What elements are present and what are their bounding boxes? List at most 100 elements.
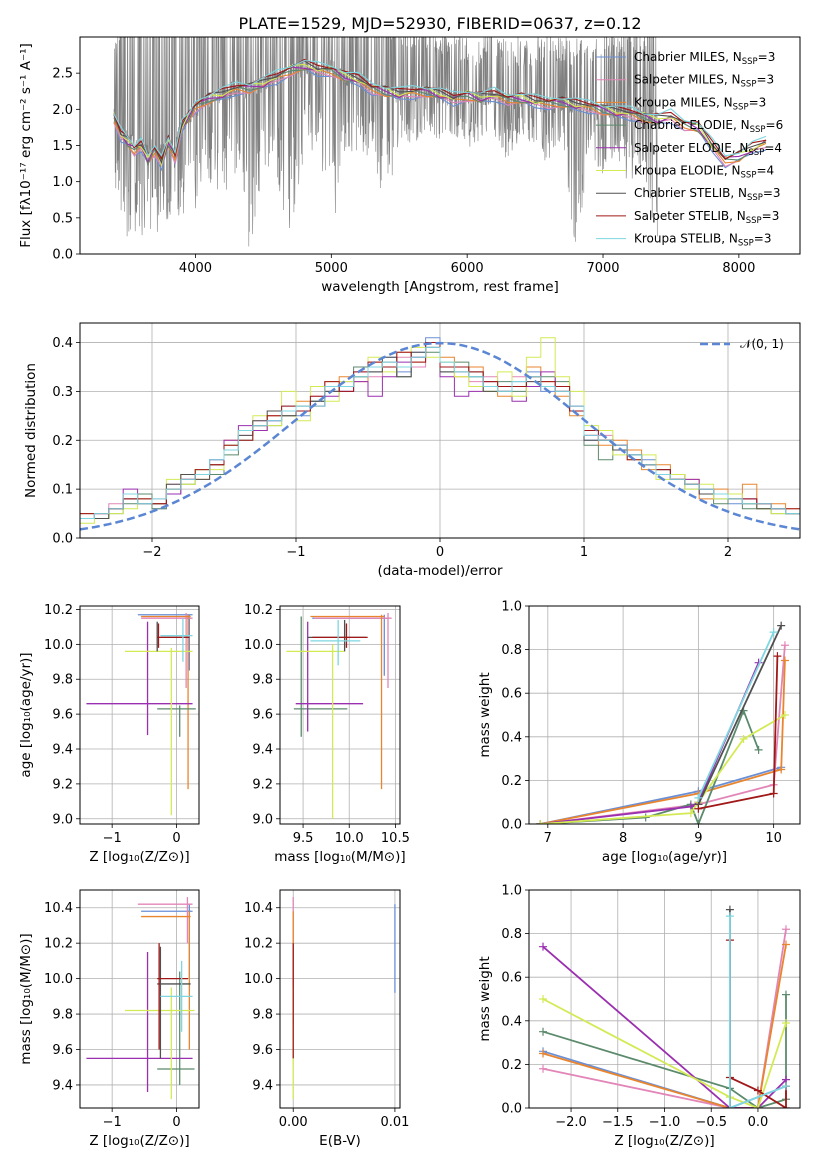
y-tick-label: 9.4 <box>252 743 273 758</box>
weight-line <box>697 625 783 805</box>
y-tick-label: 10.0 <box>44 638 73 653</box>
x-tick-label: 1 <box>580 545 588 560</box>
y-tick-label: 9.8 <box>252 673 273 688</box>
errorbar-point <box>125 647 193 816</box>
errorbar-point <box>160 618 193 662</box>
weight-marker <box>781 1082 790 1091</box>
axes-frame <box>528 889 801 1109</box>
errorbar-point <box>307 619 366 652</box>
y-axis-label: mass weight <box>477 672 493 757</box>
errorbar-point <box>312 623 368 648</box>
z-mass-plot <box>86 897 195 1100</box>
weight-marker <box>781 1018 790 1027</box>
chart-title: PLATE=1529, MJD=52930, FIBERID=0637, z=0… <box>238 14 641 33</box>
weight-marker <box>694 804 703 813</box>
x-tick-label: 0.00 <box>279 1115 308 1130</box>
x-tick-label: −1.0 <box>649 1115 681 1130</box>
errorbar-point <box>141 911 191 1050</box>
errorbar-point <box>157 623 190 648</box>
ebv-mass-plot <box>292 897 396 1100</box>
x-axis-label: mass [log₁₀(M/M⊙)] <box>274 849 405 865</box>
weight-marker <box>539 1049 548 1058</box>
errorbar-point <box>141 612 193 688</box>
y-tick-label: 1.5 <box>52 139 73 154</box>
errorbar-point <box>137 897 193 944</box>
y-axis-label: mass [log₁₀(M/M⊙)] <box>18 933 34 1064</box>
y-tick-label: 0.5 <box>52 211 73 226</box>
y-axis-label: age [log₁₀(age/yr)] <box>18 652 34 777</box>
weight-marker <box>539 942 548 951</box>
y-axis-label: Normed distribution <box>23 363 39 498</box>
errorbar-point <box>86 952 193 1093</box>
y-tick-label: 9.0 <box>52 812 73 827</box>
errorbar-point <box>141 904 193 979</box>
axes-frame <box>79 605 200 825</box>
y-tick-label: 9.4 <box>52 1078 73 1093</box>
weight-marker <box>769 628 778 637</box>
spectrum-plot <box>113 37 767 247</box>
errorbar-point <box>141 614 191 790</box>
y-axis-label: mass weight <box>477 956 493 1041</box>
weight-line <box>729 916 787 1108</box>
residuals-plot <box>80 337 800 531</box>
y-tick-label: 10.0 <box>244 972 273 987</box>
x-tick-label: 7000 <box>586 261 619 276</box>
axes-frame <box>79 889 200 1109</box>
axes-frame <box>79 36 801 255</box>
weight-marker <box>773 652 782 661</box>
y-tick-label: 10.4 <box>44 901 73 916</box>
histogram-step <box>80 346 800 519</box>
weight-line <box>542 994 787 1108</box>
ebv-mass-axes: 0.00 0.01 9.4 9.6 9.8 10.0 10.2 10.4 E(B-V) <box>244 890 409 1149</box>
legend-entry: Kroupa MILES, NSSP=3 <box>634 95 766 112</box>
errorbar-point <box>310 614 385 790</box>
data-spectrum-line <box>113 37 658 247</box>
z-weight-axes: −2.0 −1.5 −1.0 −0.5 0.0 0.0 0.2 0.4 0.6 0.8 1.0 Z [… <box>477 884 800 1149</box>
errorbar-point <box>314 612 392 688</box>
weight-line <box>540 714 786 824</box>
x-tick-label: −2 <box>142 545 161 560</box>
legend-entry: Chabrier STELIB, NSSP=3 <box>634 186 781 203</box>
x-axis-label: wavelength [Angstrom, rest frame] <box>321 279 559 295</box>
errorbar-point <box>86 621 193 736</box>
x-tick-label: 8000 <box>722 261 755 276</box>
legend-entry: Salpeter STELIB, NSSP=3 <box>634 209 779 226</box>
y-tick-label: 9.8 <box>52 673 73 688</box>
weight-marker <box>753 1104 762 1108</box>
y-tick-label: 0.8 <box>501 927 522 942</box>
y-tick-label: 9.4 <box>252 1078 273 1093</box>
x-tick-label: −1.5 <box>602 1115 634 1130</box>
y-tick-label: 10.2 <box>244 603 273 618</box>
z-mass-axes: −1 0 9.4 9.6 9.8 10.0 10.2 10.4 Z [log₁₀(Z/Z⊙)] m… <box>18 890 199 1149</box>
x-tick-label: 0.0 <box>748 1115 769 1130</box>
weight-marker <box>780 641 789 650</box>
x-axis-label: Z [log₁₀(Z/Z⊙)] <box>89 1133 189 1149</box>
weight-marker <box>739 734 748 743</box>
errorbar-point <box>160 960 193 1032</box>
x-tick-label: −1 <box>103 1115 122 1130</box>
legend-entry: Chabrier ELODIE, NSSP=6 <box>634 118 783 135</box>
legend-entry: Salpeter ELODIE, NSSP=4 <box>634 141 782 158</box>
weight-line <box>542 944 787 1108</box>
y-tick-label: 0.6 <box>501 971 522 986</box>
weight-marker <box>539 995 548 1003</box>
legend-entry: Kroupa STELIB, NSSP=3 <box>634 232 772 249</box>
x-tick-label: 10.5 <box>381 831 410 846</box>
y-tick-label: 9.6 <box>252 1043 273 1058</box>
errorbar-point <box>310 619 361 666</box>
x-tick-label: −2.0 <box>555 1115 587 1130</box>
x-tick-label: −0.5 <box>695 1115 727 1130</box>
age-weight-plot <box>536 621 789 824</box>
y-tick-label: 0.4 <box>501 1014 522 1029</box>
y-tick-label: 10.2 <box>244 937 273 952</box>
errorbar-point <box>137 614 193 671</box>
weight-marker <box>686 809 695 818</box>
y-tick-label: 2.5 <box>52 67 73 82</box>
z-age-plot <box>86 612 196 816</box>
x-tick-label: −1 <box>103 831 122 846</box>
y-tick-label: 0.4 <box>501 730 522 745</box>
weight-marker <box>780 656 789 665</box>
y-tick-label: 0.6 <box>501 687 522 702</box>
x-tick-label: 10 <box>765 831 782 846</box>
x-axis-label: E(B-V) <box>319 1133 361 1149</box>
